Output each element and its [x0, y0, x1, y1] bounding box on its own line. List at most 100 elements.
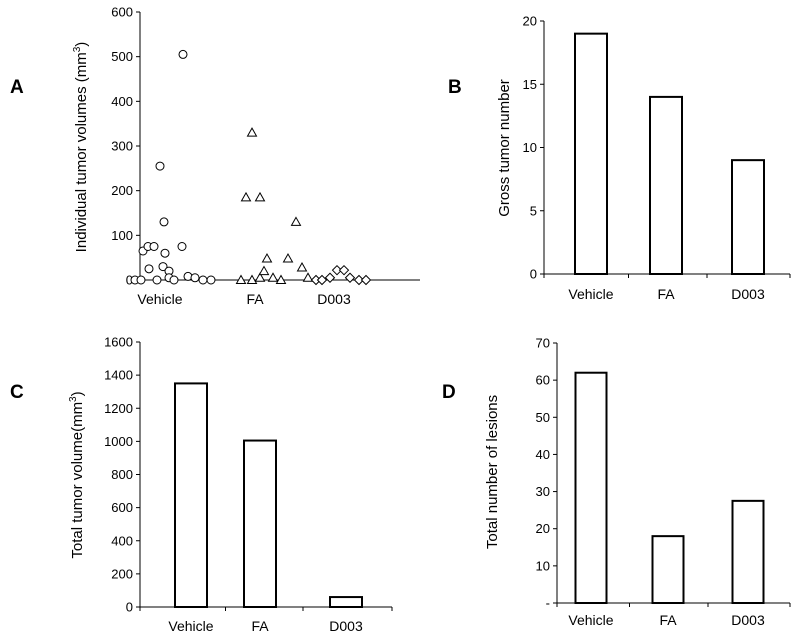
panel-a-marker-circle [190, 273, 200, 283]
panel-d-y-tick-label: 20 [536, 521, 550, 536]
panel-a-marker-circle [177, 242, 187, 251]
panel-a-marker-circle [159, 217, 169, 227]
panel-c-y-tick-label: 1400 [104, 368, 133, 383]
panel-a-category-label: FA [246, 291, 264, 307]
panel-c-y-ticks: 0 200 400 600 800 1000 1200 1400 1600 [104, 335, 140, 615]
panel-a-marker-circle [160, 248, 170, 258]
panel-a-marker-diamond [331, 264, 343, 276]
panel-a-marker-diamond [316, 274, 328, 286]
panel-a-marker-triangle [290, 216, 302, 226]
panel-c-bars [174, 382, 363, 608]
panel-a-marker-circle [144, 264, 154, 274]
panel-b-bar-chart: B Gross tumor number 0 5 10 15 20 Vehicle FA D… [448, 14, 791, 302]
panel-d-y-tick-label: 10 [536, 558, 550, 573]
panel-d-bar [574, 371, 608, 605]
panel-a-y-tick-label: 500 [111, 49, 133, 64]
panel-d-bar-chart: D Total number of lesions - 10 20 30 40 50 60 7… [442, 336, 791, 628]
panel-d-y-tick-label: 30 [536, 484, 550, 499]
panel-d-y-tick-label: 60 [536, 373, 550, 388]
panel-d-category-label: FA [659, 612, 677, 628]
panel-a-marker-circle [198, 275, 208, 285]
panel-b-y-axis-label: Gross tumor number [496, 79, 513, 217]
panel-d-y-axis-label: Total number of lesions [484, 395, 501, 549]
panel-a-y-tick-label: 400 [111, 94, 133, 109]
panel-b-y-tick-label: 15 [523, 77, 537, 92]
panel-a-marker-diamond [338, 264, 350, 276]
panel-a-marker-diamond [344, 272, 356, 283]
panel-a-y-axis-label: Individual tumor volumes (mm3) [72, 42, 90, 253]
panel-c-category-label: D003 [329, 618, 363, 634]
panel-b-y-tick-label: 5 [530, 203, 537, 218]
panel-a-marker-triangle [296, 261, 308, 272]
panel-a-marker-triangle [246, 274, 258, 284]
panel-a-marker-diamond [353, 274, 365, 286]
panel-a-scatter-chart: A Individual tumor volumes (mm3) 0 100 200… [10, 5, 420, 307]
panel-a-marker-triangle [275, 274, 287, 284]
panel-a-marker-triangle [261, 253, 273, 263]
panel-c-category-label: FA [251, 618, 269, 634]
panel-a-marker-triangle [246, 127, 258, 137]
panel-b-bars [574, 32, 765, 276]
panel-a-y-tick-label: 100 [111, 228, 133, 243]
panel-a-category-label: Vehicle [137, 291, 182, 307]
panel-a-y-tick-label: 200 [111, 183, 133, 198]
panel-b-y-tick-label: 10 [523, 140, 537, 155]
panel-c-y-axis-label: Total tumor volume(mm3) [68, 391, 86, 558]
panel-a-marker-triangle [302, 272, 314, 282]
panel-a-marker-triangle [240, 191, 252, 202]
panel-c-y-tick-label: 1600 [104, 335, 133, 350]
panel-c-bar [243, 439, 277, 608]
panel-a-marker-circle [178, 49, 188, 59]
panel-a-marker-triangle [267, 272, 279, 282]
panel-d-y-tick-label: 50 [536, 410, 550, 425]
panel-a-category-label: D003 [317, 291, 351, 307]
panel-c-bar [329, 596, 363, 608]
panel-letter-b: B [448, 77, 462, 98]
panel-a-marker-triangle [235, 274, 247, 284]
panel-a-marker-circle [149, 242, 159, 251]
panel-d-bar [731, 499, 765, 605]
panel-d-y-tick-label: - [546, 596, 550, 611]
panel-a-y-ticks: 0 100 200 300 400 500 600 [111, 5, 140, 288]
panel-b-category-label: FA [657, 286, 675, 302]
panel-d-y-tick-label: 70 [536, 336, 550, 351]
panel-c-y-tick-label: 200 [111, 566, 133, 581]
panel-d-category-label: Vehicle [568, 612, 613, 628]
panel-b-category-label: D003 [731, 286, 765, 302]
panel-a-marker-triangle [258, 265, 270, 276]
panel-c-y-tick-label: 400 [111, 533, 133, 548]
panel-c-category-label: Vehicle [168, 618, 213, 634]
panel-c-y-tick-label: 600 [111, 500, 133, 515]
panel-a-y-tick-label: 0 [126, 273, 133, 288]
panel-b-bar [649, 95, 683, 276]
panel-c-bar-chart: C Total tumor volume(mm3) 0 200 400 600 800 1… [10, 335, 393, 634]
panel-a-marker-triangle [254, 191, 266, 202]
panel-a-category-labels: Vehicle FA D003 [137, 291, 351, 307]
panel-d-category-label: D003 [731, 612, 765, 628]
panel-a-marker-triangle [282, 253, 294, 263]
panel-a-marker-diamond [360, 274, 372, 286]
panel-c-y-tick-label: 0 [126, 600, 133, 615]
panel-d-bars [574, 371, 765, 605]
panel-c-y-tick-label: 1200 [104, 401, 133, 416]
panel-a-y-tick-label: 600 [111, 5, 133, 20]
panel-b-y-tick-label: 0 [530, 267, 537, 282]
panel-a-marker-circle [155, 161, 165, 171]
panel-letter-a: A [10, 77, 24, 98]
panel-b-bar [574, 32, 608, 276]
panel-a-y-tick-label: 300 [111, 139, 133, 154]
panel-a-marker-circle [136, 275, 146, 285]
panel-a-marker-circle [152, 275, 162, 285]
panel-a-marker-circle [169, 275, 179, 285]
panel-d-bar [651, 535, 685, 605]
panel-b-category-labels: Vehicle FA D003 [568, 286, 765, 302]
panel-a-marker-triangle [254, 272, 266, 282]
panel-b-y-ticks: 0 5 10 15 20 [523, 14, 544, 282]
panel-d-y-tick-label: 40 [536, 447, 550, 462]
panel-b-bar [731, 159, 765, 275]
panel-c-y-tick-label: 1000 [104, 434, 133, 449]
panel-d-category-labels: Vehicle FA D003 [568, 612, 765, 628]
panel-c-category-labels: Vehicle FA D003 [168, 618, 363, 634]
panel-c-y-tick-label: 800 [111, 467, 133, 482]
